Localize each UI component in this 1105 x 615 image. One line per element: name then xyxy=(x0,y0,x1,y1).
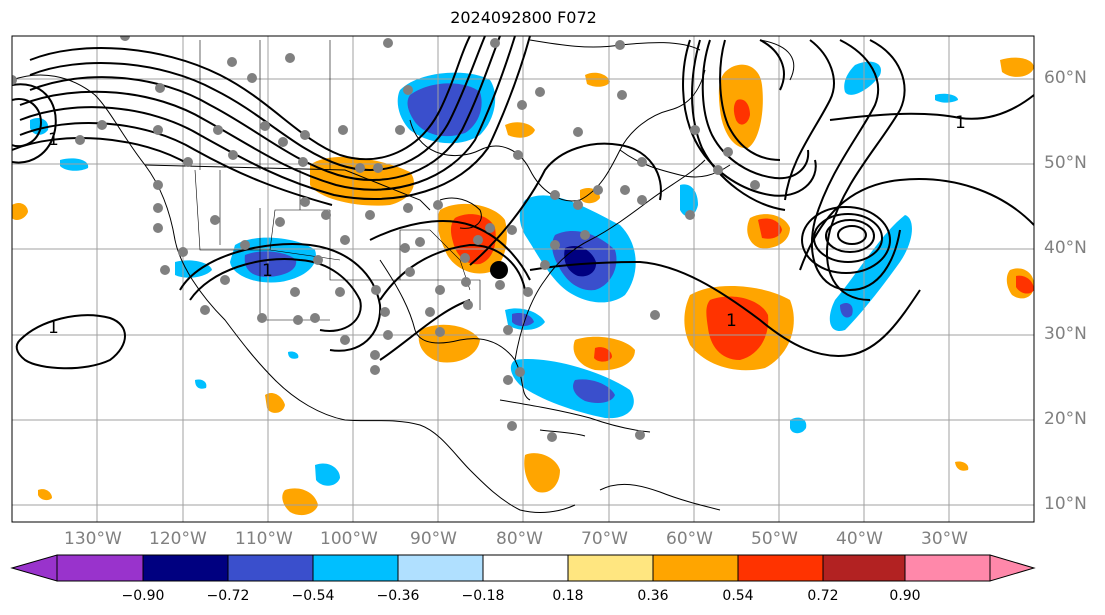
contours xyxy=(12,36,1034,370)
contour-label: 1 xyxy=(48,318,59,338)
lon-label: 90°W xyxy=(410,529,457,549)
colorbar-extend-high xyxy=(989,554,1036,582)
lon-label: 60°W xyxy=(666,529,713,549)
lon-label: 70°W xyxy=(581,529,628,549)
colorbar-tick-label: 0.90 xyxy=(889,588,921,604)
colorbar xyxy=(10,554,1036,582)
lon-label: 50°W xyxy=(751,529,798,549)
colorbar-tick-label: −0.72 xyxy=(206,588,250,604)
colorbar-tick-label: 0.72 xyxy=(807,588,839,604)
colorbar-tick-label: −0.54 xyxy=(291,588,335,604)
lon-label: 80°W xyxy=(496,529,543,549)
contour-label: 1 xyxy=(48,130,59,150)
lat-label: 50°N xyxy=(1044,153,1087,173)
colorbar-bin xyxy=(652,554,739,582)
colorbar-tick-label: 0.18 xyxy=(552,588,584,604)
colorbar-bin xyxy=(567,554,654,582)
lat-label: 20°N xyxy=(1044,409,1087,429)
highlight-marker xyxy=(490,261,508,279)
contour-label: 1 xyxy=(955,113,966,133)
lon-label: 130°W xyxy=(64,529,122,549)
map-title: 2024092800 F072 xyxy=(450,8,597,27)
lon-label: 120°W xyxy=(149,529,207,549)
colorbar-tick-label: −0.36 xyxy=(376,588,420,604)
lat-label: 60°N xyxy=(1044,68,1087,88)
lat-label: 10°N xyxy=(1044,494,1087,514)
colorbar-tick-label: −0.90 xyxy=(121,588,165,604)
lon-label: 40°W xyxy=(836,529,883,549)
colorbar-bin xyxy=(737,554,824,582)
lon-label: 110°W xyxy=(235,529,293,549)
colorbar-bin xyxy=(312,554,399,582)
colorbar-tick-label: 0.36 xyxy=(637,588,669,604)
map-layers: 1 1 1 1 1 xyxy=(12,36,1034,522)
station-markers xyxy=(12,36,760,442)
colorbar-tick-label: 0.54 xyxy=(722,588,754,604)
contour-labels: 1 1 1 1 1 xyxy=(48,113,966,338)
colorbar-bin xyxy=(142,554,229,582)
colorbar-bin xyxy=(904,554,991,582)
lon-label: 100°W xyxy=(320,529,378,549)
lon-label: 30°W xyxy=(921,529,968,549)
contour-label: 1 xyxy=(262,261,273,281)
colorbar-tick-label: −0.18 xyxy=(461,588,505,604)
lat-label: 30°N xyxy=(1044,324,1087,344)
colorbar-bin xyxy=(227,554,314,582)
map-frame xyxy=(11,35,1035,523)
colorbar-bin xyxy=(822,554,906,582)
colorbar-bin xyxy=(56,554,144,582)
contour-label: 1 xyxy=(726,311,737,331)
lat-label: 40°N xyxy=(1044,238,1087,258)
colorbar-extend-low xyxy=(10,554,58,582)
colorbar-bin xyxy=(397,554,484,582)
colorbar-bin xyxy=(482,554,569,582)
